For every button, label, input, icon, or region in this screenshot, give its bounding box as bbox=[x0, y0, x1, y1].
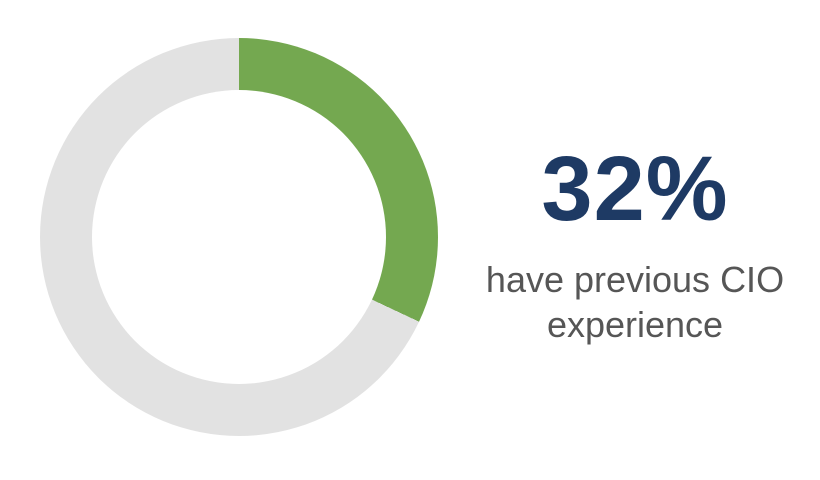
donut-hole bbox=[92, 90, 386, 384]
stat-value: 32% bbox=[541, 138, 729, 240]
stat-block: 32% have previous CIO experience bbox=[470, 0, 800, 480]
donut-chart bbox=[40, 38, 438, 436]
stat-label: have previous CIO experience bbox=[485, 259, 785, 345]
